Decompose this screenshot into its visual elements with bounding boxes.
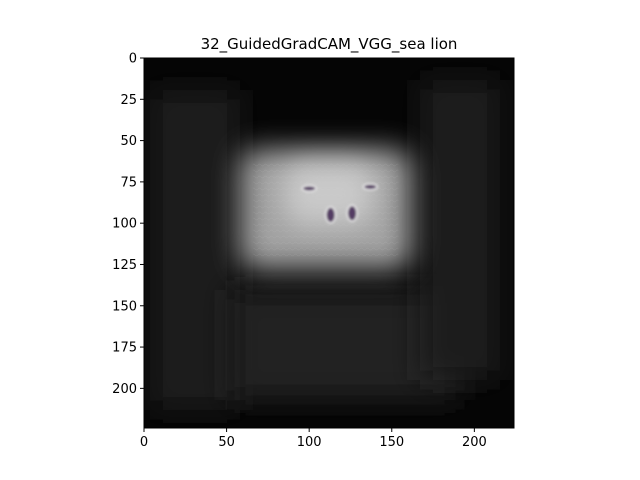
y-tick-label: 0 bbox=[129, 52, 137, 67]
right-eye-blob bbox=[346, 204, 358, 222]
x-tick-label: 150 bbox=[379, 435, 404, 450]
dim-band-right bbox=[420, 80, 500, 380]
x-tick-label: 50 bbox=[218, 435, 235, 450]
axes-frame bbox=[143, 57, 515, 429]
y-tick-label: 75 bbox=[120, 175, 137, 190]
x-tick-label: 200 bbox=[462, 435, 487, 450]
dim-band-left bbox=[150, 90, 240, 410]
y-tick-label: 100 bbox=[112, 217, 137, 232]
y-tick-label: 175 bbox=[112, 341, 137, 356]
chart-title: 32_GuidedGradCAM_VGG_sea lion bbox=[201, 35, 458, 54]
image-texture bbox=[253, 162, 399, 257]
right-flipper-tip bbox=[362, 183, 378, 191]
left-eye-blob bbox=[325, 206, 337, 224]
x-tick-label: 100 bbox=[297, 435, 322, 450]
feature-blobs bbox=[301, 183, 378, 224]
y-tick-label: 25 bbox=[120, 93, 137, 108]
y-tick-label: 50 bbox=[120, 134, 137, 149]
y-tick-label: 150 bbox=[112, 299, 137, 314]
left-flipper-tip bbox=[301, 184, 317, 193]
y-tick-label: 200 bbox=[112, 382, 137, 397]
plot-area bbox=[144, 58, 514, 428]
x-axis: 0 50 100 150 200 bbox=[140, 428, 487, 450]
y-axis: 0 25 50 75 100 125 150 175 200 bbox=[112, 52, 144, 397]
y-tick-label: 125 bbox=[112, 258, 137, 273]
x-tick-label: 0 bbox=[140, 435, 148, 450]
